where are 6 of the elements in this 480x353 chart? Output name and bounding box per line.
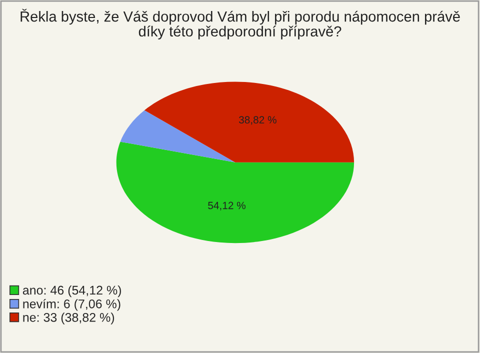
legend-label: ano: 46 (54,12 %) [22,285,121,298]
data-label: 38,82 % [238,116,276,125]
chart-title: Řekla byste, že Váš doprovod Vám byl při porodu nápomocen právě díky této předporodní přípravě? [20,8,460,40]
data-label: 54,12 % [208,202,246,210]
legend-label: nevím: 6 (7,06 %) [23,298,120,311]
legend-label: ne: 33 (38,82 %) [23,312,114,324]
